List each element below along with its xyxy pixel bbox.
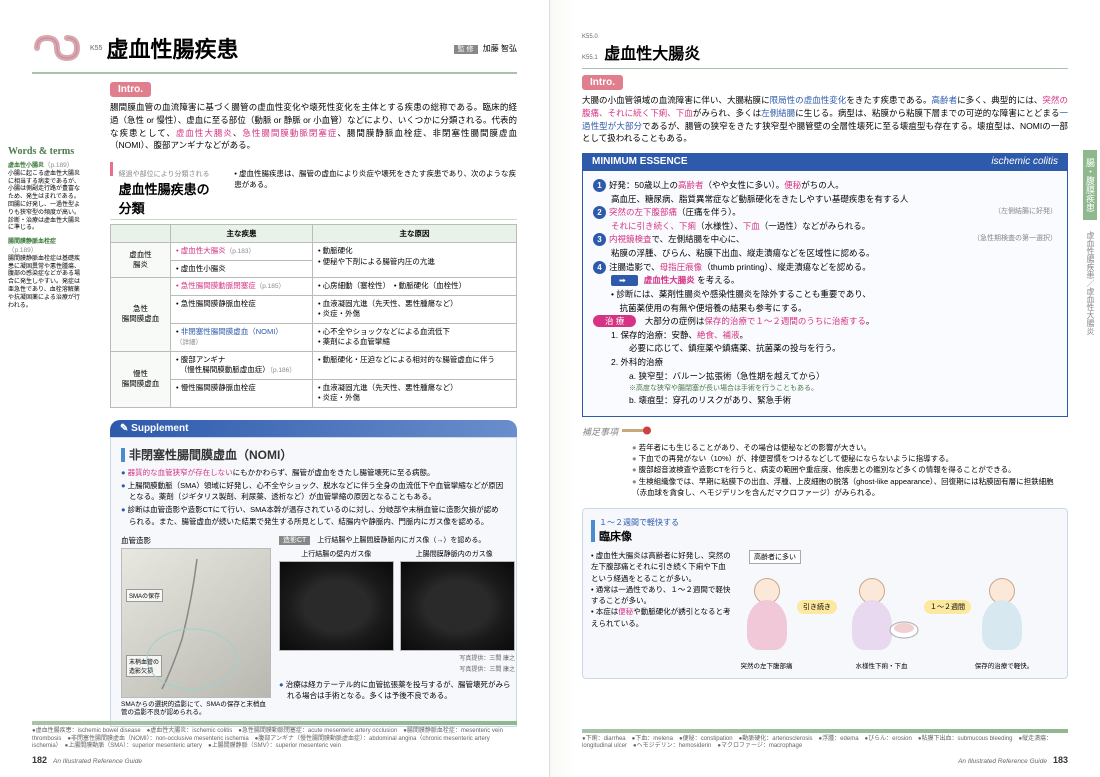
footer-left: ●虚血性腸疾患：ischemic bowel disease ●虚血性大腸炎：i… <box>32 721 517 767</box>
cat-ischemic: 虚血性腸炎 <box>111 243 171 278</box>
classification-table: 主な疾患主な原因 虚血性腸炎 • 虚血性大腸炎（p.183） • 動脈硬化• 便… <box>110 224 517 408</box>
page-left: K55 虚血性腸疾患 監 修 加藤 智弘 Intro. 腸間膜血管の血流障害に基… <box>0 0 550 777</box>
page-right: 腸・腹膜疾患 虚血性腸疾患／虚血性大腸炎 K55.0 K55.1 虚血性大腸炎 … <box>550 0 1100 777</box>
clinical-text: • 虚血性大腸炎は高齢者に好発し、突然の左下腹部痛とそれに引き続く下痢や下血とい… <box>591 550 731 670</box>
angio-note: SMAからの選択的造影にて、SMAの保存と末梢血管の造影不良が認められる。 <box>121 701 271 718</box>
main-title: 虚血性腸疾患 <box>106 32 453 64</box>
supplement-box: 非閉塞性腸間膜虚血（NOMI） 器質的な血管狭窄が存在しないにもかかわらず、腸管… <box>110 437 517 727</box>
ct-label-2: 上腸間膜静脈内のガス像 <box>416 549 493 559</box>
section-title: 虚血性腸疾患の分類 <box>119 179 223 217</box>
image-credit: 写真提供：三間 康之 <box>279 653 515 662</box>
clinical-illustration: 高齢者に多い 突然の左下腹部痛 引き続き 水様性下痢・下血 １〜２週間 保存的治… <box>739 550 1059 670</box>
hosoku-header: 補足事項 <box>582 425 1068 438</box>
page-number-left: 182 <box>32 755 47 765</box>
classification-header: 経過や部位により分類される 虚血性腸疾患の分類 • 虚血性腸疾患は、腸管の虚血に… <box>110 162 517 220</box>
section-desc: • 虚血性腸疾患は、腸管の虚血により炎症や壊死をきたす疾患であり、次のような疾患… <box>234 169 517 190</box>
ct-image-1 <box>279 561 394 651</box>
supp-bullet-4: 治療は経カテーテル的に血管拡張薬を投与するが、腸管壊死がみられる場合は手術となる… <box>279 679 515 702</box>
side-tab: 腸・腹膜疾患 虚血性腸疾患／虚血性大腸炎 <box>1081 140 1100 345</box>
supplement-header: ✎ Supplement <box>110 420 517 437</box>
supp-bullet-2: 上腸間膜動脈（SMA）領域に好発し、心不全やショック、脱水などに伴う全身の血流低… <box>121 480 506 503</box>
wt1-body: 小腸に起こる虚血性大腸炎に相当する病変であるが、小腸は側副走行路が豊富なため、発… <box>8 171 80 233</box>
wt2-body: 腸間膜静脈血栓症は基礎疾患に凝固異常や悪性腫瘍、腹部の感染症などがある場合に発生… <box>8 256 80 311</box>
essence-header: MINIMUM ESSENCE ischemic colitis <box>582 153 1068 170</box>
intestine-icon <box>32 30 82 66</box>
supp-bullet-3: 診断は血管造影や造影CTにて行い、SMA本幹が温存されているのに対し、分岐部や末… <box>121 504 506 527</box>
angio-label: 血管造影 <box>121 535 271 546</box>
supp-bullet-1: 器質的な血管狭窄が存在しないにもかかわらず、腸管が虚血をきたし腸管壊死に至る病態… <box>121 467 506 478</box>
title-row: K55 虚血性腸疾患 監 修 加藤 智弘 <box>32 30 517 74</box>
author-label: 監 修 <box>454 45 478 54</box>
intro-badge-r: Intro. <box>582 75 623 90</box>
ct-image-2 <box>400 561 515 651</box>
cat-acute: 急性腸間膜虚血 <box>111 278 171 352</box>
disease-code: K55 <box>90 45 102 52</box>
words-terms-header: Words & terms <box>8 145 80 158</box>
right-title-row: K55.0 K55.1 虚血性大腸炎 <box>582 30 1068 69</box>
right-code: K55.0 K55.1 <box>582 34 598 61</box>
right-intro: 大腸の小血管領域の血流障害に伴い、大腸粘膜に限局性の虚血性変化をきたす疾患である… <box>582 94 1068 145</box>
cat-chronic: 慢性腸間膜虚血 <box>111 351 171 407</box>
footer-right: ●下痢：diarrhea ●下血：melena ●便秘：constipation… <box>582 729 1068 767</box>
hosoku-box: 若年者にも生じることがあり、その場合は便秘などの影響が大きい。 下血での再発がな… <box>582 438 1068 498</box>
intro-badge: Intro. <box>110 82 151 97</box>
wt1-title: 虚血性小腸炎 <box>8 163 44 169</box>
section-label: 経過や部位により分類される <box>119 169 223 179</box>
angiography-image: SMAの保存 末梢血管の 造影欠損 <box>121 548 271 698</box>
author-block: 監 修 加藤 智弘 <box>454 43 517 54</box>
image-row: 血管造影 SMAの保存 末梢血管の 造影欠損 SMAからの選択的造影にて、SMA… <box>121 535 506 718</box>
supp-title: 非閉塞性腸間膜虚血（NOMI） <box>129 448 292 462</box>
essence-box: 1好発：50歳以上の高齢者（やや女性に多い）。便秘がちの人。 高血圧、糖尿病、脂… <box>582 170 1068 417</box>
intro-text: 腸間膜血管の血流障害に基づく腸管の虚血性変化や壊死性変化を主体とする疾患の総称で… <box>110 101 517 152</box>
cause1: • 動脈硬化• 便秘や下剤による腸管内圧の亢進 <box>312 243 516 278</box>
ct-label-1: 上行結腸の壁内ガス像 <box>301 549 371 559</box>
clinical-box: １〜２週間で軽快する 臨床像 • 虚血性大腸炎は高齢者に好発し、突然の左下腹部痛… <box>582 508 1068 679</box>
right-title: 虚血性大腸炎 <box>604 46 700 63</box>
words-terms-sidebar: Words & terms 虚血性小腸炎（p.189） 小腸に起こる虚血性大腸炎… <box>8 145 80 316</box>
page-number-right: 183 <box>1053 755 1068 765</box>
wt2-title: 腸間膜静脈血栓症 <box>8 239 56 245</box>
author-name: 加藤 智弘 <box>483 44 517 53</box>
clinical-title: 臨床像 <box>599 528 679 544</box>
match-icon <box>622 425 652 437</box>
